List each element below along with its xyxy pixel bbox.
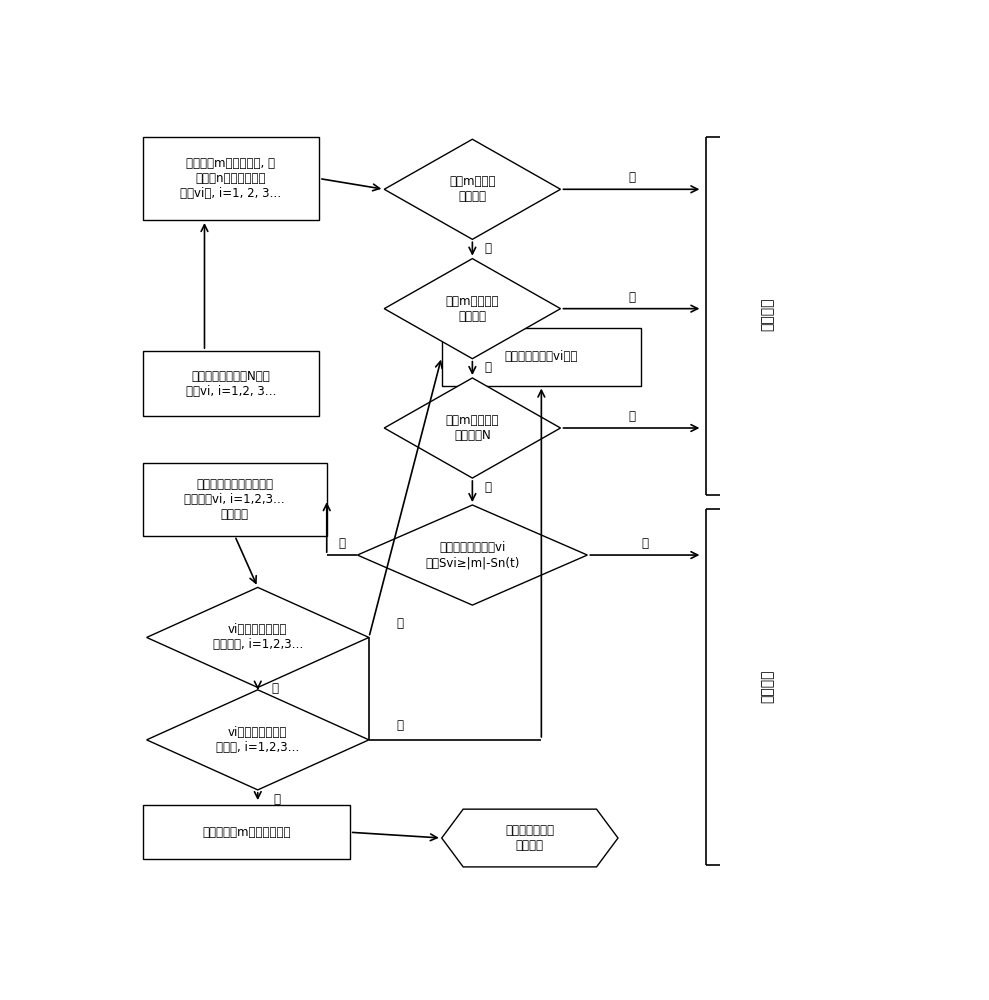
Text: 是: 是 xyxy=(396,719,404,732)
Text: 否: 否 xyxy=(485,242,492,255)
Text: 存在复制次数大于N次的
报文vi, i=1,2, 3…: 存在复制次数大于N次的 报文vi, i=1,2, 3… xyxy=(186,370,276,398)
FancyBboxPatch shape xyxy=(142,351,319,416)
FancyBboxPatch shape xyxy=(142,463,326,536)
Text: 拒绝对报文m进行接收保管: 拒绝对报文m进行接收保管 xyxy=(202,826,291,839)
FancyBboxPatch shape xyxy=(142,137,319,220)
Polygon shape xyxy=(146,690,369,790)
Polygon shape xyxy=(146,587,369,687)
Text: 将选择出的报文vi丢弃: 将选择出的报文vi丢弃 xyxy=(504,350,578,363)
Text: 否: 否 xyxy=(271,682,278,695)
Text: 是: 是 xyxy=(396,617,404,630)
Polygon shape xyxy=(357,505,587,605)
Text: vi是否是最迟可用
路由报文, i=1,2,3…: vi是否是最迟可用 路由报文, i=1,2,3… xyxy=(213,623,303,651)
Text: 节点否中存在报文vi
满足Svi≥|m|-Sn(t): 节点否中存在报文vi 满足Svi≥|m|-Sn(t) xyxy=(425,541,519,569)
Text: 报文m路由是否
最迟可用: 报文m路由是否 最迟可用 xyxy=(446,295,499,323)
Polygon shape xyxy=(385,378,561,478)
Text: 二级筛选: 二级筛选 xyxy=(761,669,774,703)
Polygon shape xyxy=(385,139,561,239)
Text: 是: 是 xyxy=(628,410,635,423)
Text: 否: 否 xyxy=(273,793,281,806)
Text: vi是否是最长生存
期报文, i=1,2,3…: vi是否是最长生存 期报文, i=1,2,3… xyxy=(216,726,300,754)
FancyBboxPatch shape xyxy=(142,805,350,859)
Text: 报文m复制次数
是否大于N: 报文m复制次数 是否大于N xyxy=(446,414,499,442)
Text: 是: 是 xyxy=(338,537,345,550)
Text: 读取路由表对所有满足大
小的报文vi, i=1,2,3…
进行比较: 读取路由表对所有满足大 小的报文vi, i=1,2,3… 进行比较 xyxy=(184,478,285,521)
Text: 否: 否 xyxy=(641,537,649,550)
Text: 报文m是否优
先级最低: 报文m是否优 先级最低 xyxy=(449,175,495,203)
Text: 否: 否 xyxy=(485,361,492,374)
Text: 是: 是 xyxy=(628,291,635,304)
Text: 调用被转移报文
选择算法: 调用被转移报文 选择算法 xyxy=(505,824,555,852)
Polygon shape xyxy=(385,259,561,359)
Text: 是: 是 xyxy=(628,171,635,184)
FancyBboxPatch shape xyxy=(442,328,641,386)
Text: 否: 否 xyxy=(485,481,492,494)
Text: 一级筛选: 一级筛选 xyxy=(761,297,774,331)
Text: 读取报文m的请求报告, 并
与节点n存储器中的各
报文vi比, i=1, 2, 3…: 读取报文m的请求报告, 并 与节点n存储器中的各 报文vi比, i=1, 2, … xyxy=(180,157,282,200)
Polygon shape xyxy=(442,809,618,867)
